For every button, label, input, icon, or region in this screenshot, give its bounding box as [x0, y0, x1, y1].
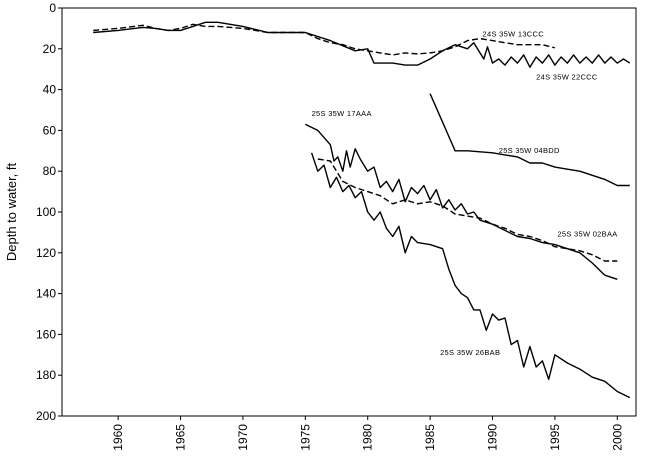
x-tick-label: 1965 [174, 424, 188, 451]
y-tick-label: 180 [36, 368, 56, 382]
series-label: 24S 35W 13CCC [483, 30, 545, 39]
series-label: 25S 35W 17AAA [312, 109, 372, 118]
x-tick-label: 2000 [610, 424, 624, 451]
x-tick-label: 1960 [111, 424, 125, 451]
y-tick-label: 60 [43, 123, 57, 137]
tick-layer: 0 20 40 60 80 100 120 140 160 180 200 1960 1965 1970 1… [36, 1, 624, 451]
series-line [429, 93, 630, 187]
y-axis-title: Depth to water, ft [4, 162, 19, 261]
x-tick-label: 1980 [361, 424, 375, 451]
x-tick-label: 1990 [486, 424, 500, 451]
y-tick-label: 100 [36, 205, 56, 219]
series-layer [93, 21, 631, 399]
y-tick-label: 80 [43, 164, 57, 178]
plot-frame [61, 7, 637, 417]
series-line [93, 21, 631, 68]
x-tick-label: 1975 [298, 424, 312, 451]
x-tick-label: 1970 [236, 424, 250, 451]
series-line [317, 158, 618, 262]
series-label: 25S 35W 02BAA [557, 229, 617, 238]
y-tick-label: 40 [43, 83, 57, 97]
y-tick-label: 140 [36, 287, 56, 301]
series-line [93, 23, 556, 56]
y-tick-label: 200 [36, 409, 56, 423]
y-tick-label: 0 [49, 1, 56, 15]
x-tick-label: 1985 [423, 424, 437, 451]
y-tick-label: 120 [36, 246, 56, 260]
series-label: 24S 35W 22CCC [536, 72, 598, 81]
y-tick-label: 160 [36, 327, 56, 341]
series-line [310, 152, 631, 399]
y-tick-label: 20 [43, 42, 57, 56]
series-label: 25S 35W 26BAB [440, 348, 500, 357]
series-label: 25S 35W 04BDD [499, 146, 560, 155]
series-label-layer: 24S 35W 13CCC 24S 35W 22CCC 25S 35W 17AAA 2… [312, 30, 618, 357]
x-tick-label: 1995 [548, 424, 562, 451]
series-line [304, 123, 618, 280]
